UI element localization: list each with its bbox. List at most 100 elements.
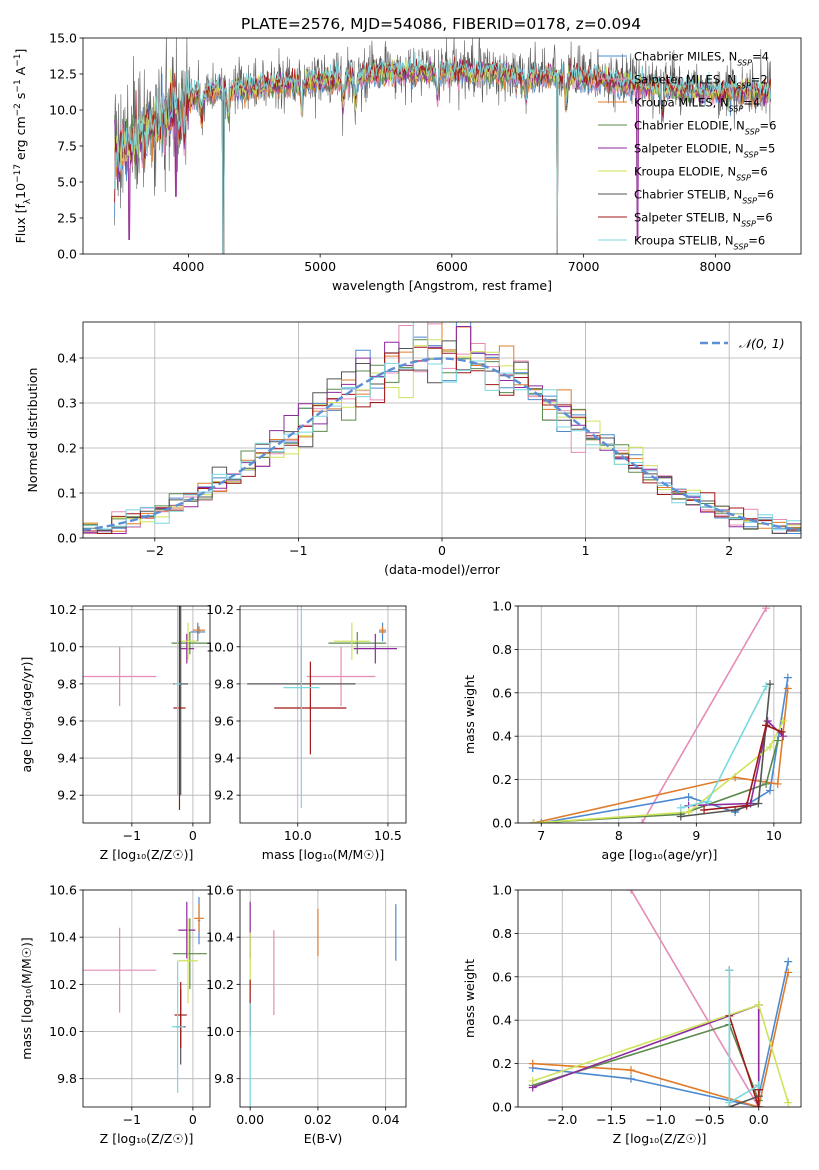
weight-point — [784, 957, 793, 966]
y-tick-label: 9.6 — [57, 713, 77, 728]
y-tick-label: 1.0 — [492, 883, 512, 898]
y-tick-label: 0.0 — [492, 816, 512, 831]
errorbar-8 — [283, 606, 320, 809]
axes-frame — [82, 889, 211, 1108]
weight-series-7 — [704, 724, 782, 811]
x-axis-label: Z [log₁₀(Z/Z☉)] — [100, 847, 194, 862]
legend-label-name: Chabrier STELIB, N — [634, 188, 742, 202]
legend-label-name: Salpeter MILES, N — [634, 73, 736, 87]
legend-label-sub: SSP — [734, 242, 749, 251]
errorbar-0 — [83, 646, 157, 707]
weight-point — [754, 799, 763, 808]
weight-point — [763, 717, 772, 726]
x-tick-label: 10.0 — [284, 828, 312, 843]
normal-reference-curve — [83, 357, 801, 532]
axes-frame — [517, 605, 802, 824]
plot-area — [247, 606, 397, 809]
axes-frame — [239, 605, 407, 824]
legend-label: 𝒩(0, 1) — [739, 336, 785, 351]
x-tick-label: 0.02 — [304, 1112, 332, 1127]
errorbar-5 — [178, 918, 198, 1004]
weight-series-4 — [532, 1003, 760, 1090]
errorbar-1 — [190, 622, 206, 642]
y-tick-label: 10.6 — [206, 883, 234, 898]
legend-label-value: =6 — [751, 165, 768, 179]
axes-mass_vs_Z: −1 0 9.8 10.0 10.2 10.4 10.6 Z [log₁₀(Z/Z☉)] mas… — [19, 883, 211, 1146]
weight-point — [725, 966, 734, 975]
y-tick-label: 1.0 — [492, 599, 512, 614]
axes-spectrum: 4000 5000 6000 7000 8000 0.0 2.5 5.0 7.5 10.0 12.5… — [13, 31, 802, 293]
histogram-series-6 — [83, 340, 801, 538]
y-axis-label: Normed distribution — [25, 368, 40, 493]
legend-label: Salpeter ELODIE, NSSP=5 — [634, 142, 775, 160]
legend-label-value: =4 — [752, 50, 769, 64]
x-tick-label: 6000 — [436, 259, 468, 274]
y-tick-label: 10.2 — [206, 977, 234, 992]
y-tick-label: 10.0 — [49, 103, 77, 118]
errorbar-3 — [328, 631, 387, 655]
y-tick-label: 0.3 — [57, 396, 77, 411]
errorbar-7 — [173, 606, 186, 811]
x-tick-label: 10.5 — [374, 828, 402, 843]
x-tick-label: −2 — [146, 543, 164, 558]
legend-label-sub: SSP — [745, 127, 760, 136]
weight-point — [627, 1074, 636, 1083]
weight-point — [783, 684, 792, 693]
plot-area — [83, 322, 801, 538]
weight-point — [537, 819, 546, 823]
legend-label-value: =4 — [743, 96, 760, 110]
errorbar-8 — [171, 960, 184, 1093]
axes-massweight_vs_Z: −2.0 −1.5 −1.0 −0.5 0.0 0.0 0.2 0.4 0.6 0.8 1.0 Z [… — [462, 883, 802, 1146]
errorbar-7 — [274, 661, 347, 755]
x-axis-label: E(B-V) — [304, 1131, 343, 1146]
legend-label-value: =6 — [748, 234, 765, 248]
y-tick-label: 0.4 — [57, 351, 77, 366]
axes-residuals: −2 −1 0 1 2 0.0 0.1 0.2 0.3 0.4 (data-model)/error… — [25, 321, 802, 577]
errorbar-4 — [179, 633, 195, 664]
weight-point — [754, 1001, 763, 1010]
legend-label-sub: SSP — [736, 173, 751, 182]
histogram-series-8 — [83, 322, 801, 538]
weight-point — [783, 673, 792, 682]
axes-massweight_vs_age: 7 8 9 10 0.0 0.2 0.4 0.6 0.8 1.0 age [log₁₀(age/yr… — [462, 599, 802, 862]
x-tick-label: 0 — [189, 828, 197, 843]
y-tick-label: 10.0 — [49, 1024, 77, 1039]
y-axis-label-part: ] — [13, 49, 28, 54]
x-tick-label: 0 — [438, 543, 446, 558]
legend-label-name: Chabrier MILES, N — [634, 50, 737, 64]
weight-series-7 — [728, 1015, 760, 1107]
x-tick-label: 0.00 — [236, 1112, 264, 1127]
spectrum-series-8 — [114, 51, 772, 254]
axes-frame — [82, 605, 211, 824]
errorbar-4 — [178, 901, 196, 959]
x-tick-label: 4000 — [172, 259, 204, 274]
legend-label-name: Kroupa STELIB, N — [634, 234, 734, 248]
y-axis-label-part: erg cm — [13, 116, 28, 164]
y-tick-label: 0.0 — [57, 247, 77, 262]
figure-title: PLATE=2576, MJD=54086, FIBERID=0178, z=0… — [241, 15, 641, 33]
legend-label-name: Salpeter STELIB, N — [634, 211, 741, 225]
y-tick-label: 9.4 — [214, 751, 234, 766]
errorbar-2 — [194, 904, 204, 933]
y-tick-label: 2.5 — [57, 211, 77, 226]
weight-point — [703, 797, 712, 806]
y-axis-label: mass [log₁₀(M/M☉)] — [19, 937, 34, 1059]
legend-label-value: =6 — [756, 211, 773, 225]
errorbar-4 — [353, 633, 397, 664]
y-axis-label: age [log₁₀(age/yr)] — [19, 657, 34, 773]
x-tick-label: −2.0 — [547, 1112, 577, 1127]
y-tick-label: 10.0 — [206, 1024, 234, 1039]
axes-frame — [517, 889, 802, 1108]
y-axis-label-part: λ — [23, 198, 33, 204]
x-tick-label: 5000 — [304, 259, 336, 274]
weight-point — [742, 801, 751, 810]
x-axis-label: wavelength [Angstrom, rest frame] — [332, 278, 552, 293]
weight-point — [754, 1081, 763, 1090]
legend-label: Chabrier MILES, NSSP=4 — [634, 50, 769, 68]
y-axis-label-part: −2 — [13, 103, 23, 116]
weight-point — [638, 819, 647, 823]
y-tick-label: 0.1 — [57, 486, 77, 501]
x-tick-label: −0.5 — [694, 1112, 724, 1127]
y-tick-label: 9.2 — [57, 788, 77, 803]
